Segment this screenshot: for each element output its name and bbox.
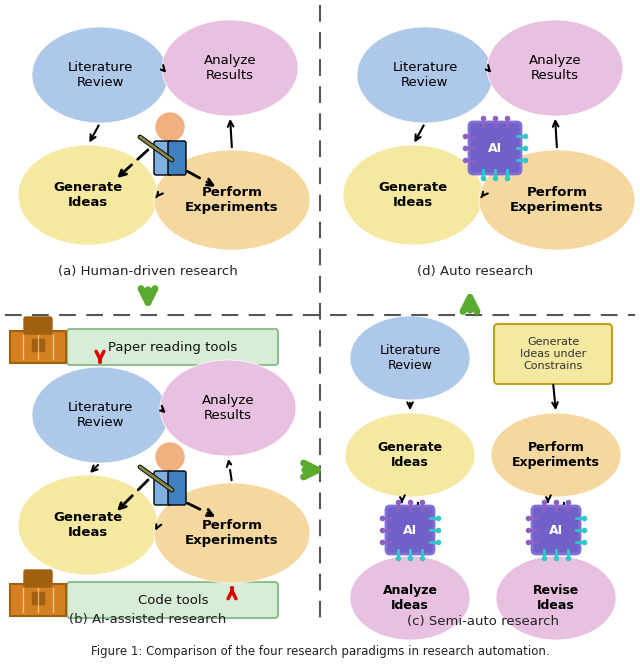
FancyBboxPatch shape: [469, 122, 521, 174]
Text: Perform
Experiments: Perform Experiments: [510, 186, 604, 214]
FancyBboxPatch shape: [67, 329, 278, 365]
FancyBboxPatch shape: [67, 582, 278, 618]
Text: Generate
Ideas under
Constrains: Generate Ideas under Constrains: [520, 338, 586, 370]
Ellipse shape: [162, 20, 298, 116]
Circle shape: [156, 113, 184, 141]
Ellipse shape: [491, 413, 621, 497]
FancyBboxPatch shape: [168, 471, 186, 505]
Text: Analyze
Results: Analyze Results: [529, 54, 581, 83]
Ellipse shape: [357, 27, 493, 123]
Text: Literature
Review: Literature Review: [380, 344, 441, 372]
Text: (a) Human-driven research: (a) Human-driven research: [58, 266, 238, 278]
FancyBboxPatch shape: [10, 331, 66, 363]
Circle shape: [156, 443, 184, 471]
Text: (b) AI-assisted research: (b) AI-assisted research: [69, 613, 227, 627]
Ellipse shape: [18, 145, 158, 245]
FancyBboxPatch shape: [32, 339, 44, 351]
FancyBboxPatch shape: [154, 141, 172, 175]
Text: (d) Auto research: (d) Auto research: [417, 266, 533, 278]
FancyBboxPatch shape: [386, 506, 434, 554]
Text: Literature
Review: Literature Review: [67, 61, 132, 89]
Text: Analyze
Ideas: Analyze Ideas: [383, 584, 438, 612]
Ellipse shape: [345, 413, 475, 497]
FancyBboxPatch shape: [32, 592, 44, 604]
Ellipse shape: [487, 20, 623, 116]
Ellipse shape: [32, 27, 168, 123]
FancyBboxPatch shape: [532, 506, 580, 554]
FancyBboxPatch shape: [168, 141, 186, 175]
Text: Perform
Experiments: Perform Experiments: [512, 441, 600, 469]
Text: Revise
Ideas: Revise Ideas: [533, 584, 579, 612]
Text: (c) Semi-auto research: (c) Semi-auto research: [407, 615, 559, 629]
Text: Literature
Review: Literature Review: [392, 61, 458, 89]
Text: Perform
Experiments: Perform Experiments: [185, 519, 279, 548]
Text: Perform
Experiments: Perform Experiments: [185, 186, 279, 214]
Text: Generate
Ideas: Generate Ideas: [53, 511, 123, 539]
Ellipse shape: [479, 150, 635, 250]
Text: Generate
Ideas: Generate Ideas: [378, 441, 443, 469]
Ellipse shape: [160, 360, 296, 456]
Text: AI: AI: [549, 523, 563, 537]
Text: AI: AI: [403, 523, 417, 537]
FancyBboxPatch shape: [24, 570, 52, 587]
Text: AI: AI: [488, 142, 502, 154]
Ellipse shape: [154, 150, 310, 250]
Ellipse shape: [350, 556, 470, 640]
Text: Code tools: Code tools: [138, 594, 208, 607]
Text: Generate
Ideas: Generate Ideas: [378, 180, 447, 209]
Ellipse shape: [32, 367, 168, 463]
Ellipse shape: [350, 316, 470, 400]
FancyBboxPatch shape: [24, 317, 52, 334]
Text: Analyze
Results: Analyze Results: [202, 394, 254, 422]
Text: Paper reading tools: Paper reading tools: [108, 340, 237, 354]
Text: Generate
Ideas: Generate Ideas: [53, 180, 123, 209]
Text: Literature
Review: Literature Review: [67, 401, 132, 429]
Ellipse shape: [496, 556, 616, 640]
FancyBboxPatch shape: [494, 324, 612, 384]
Text: Figure 1: Comparison of the four research paradigms in research automation.: Figure 1: Comparison of the four researc…: [91, 646, 549, 658]
Ellipse shape: [154, 483, 310, 583]
Ellipse shape: [343, 145, 483, 245]
FancyBboxPatch shape: [10, 584, 66, 616]
FancyBboxPatch shape: [154, 471, 172, 505]
Text: Analyze
Results: Analyze Results: [204, 54, 256, 83]
Ellipse shape: [18, 475, 158, 575]
